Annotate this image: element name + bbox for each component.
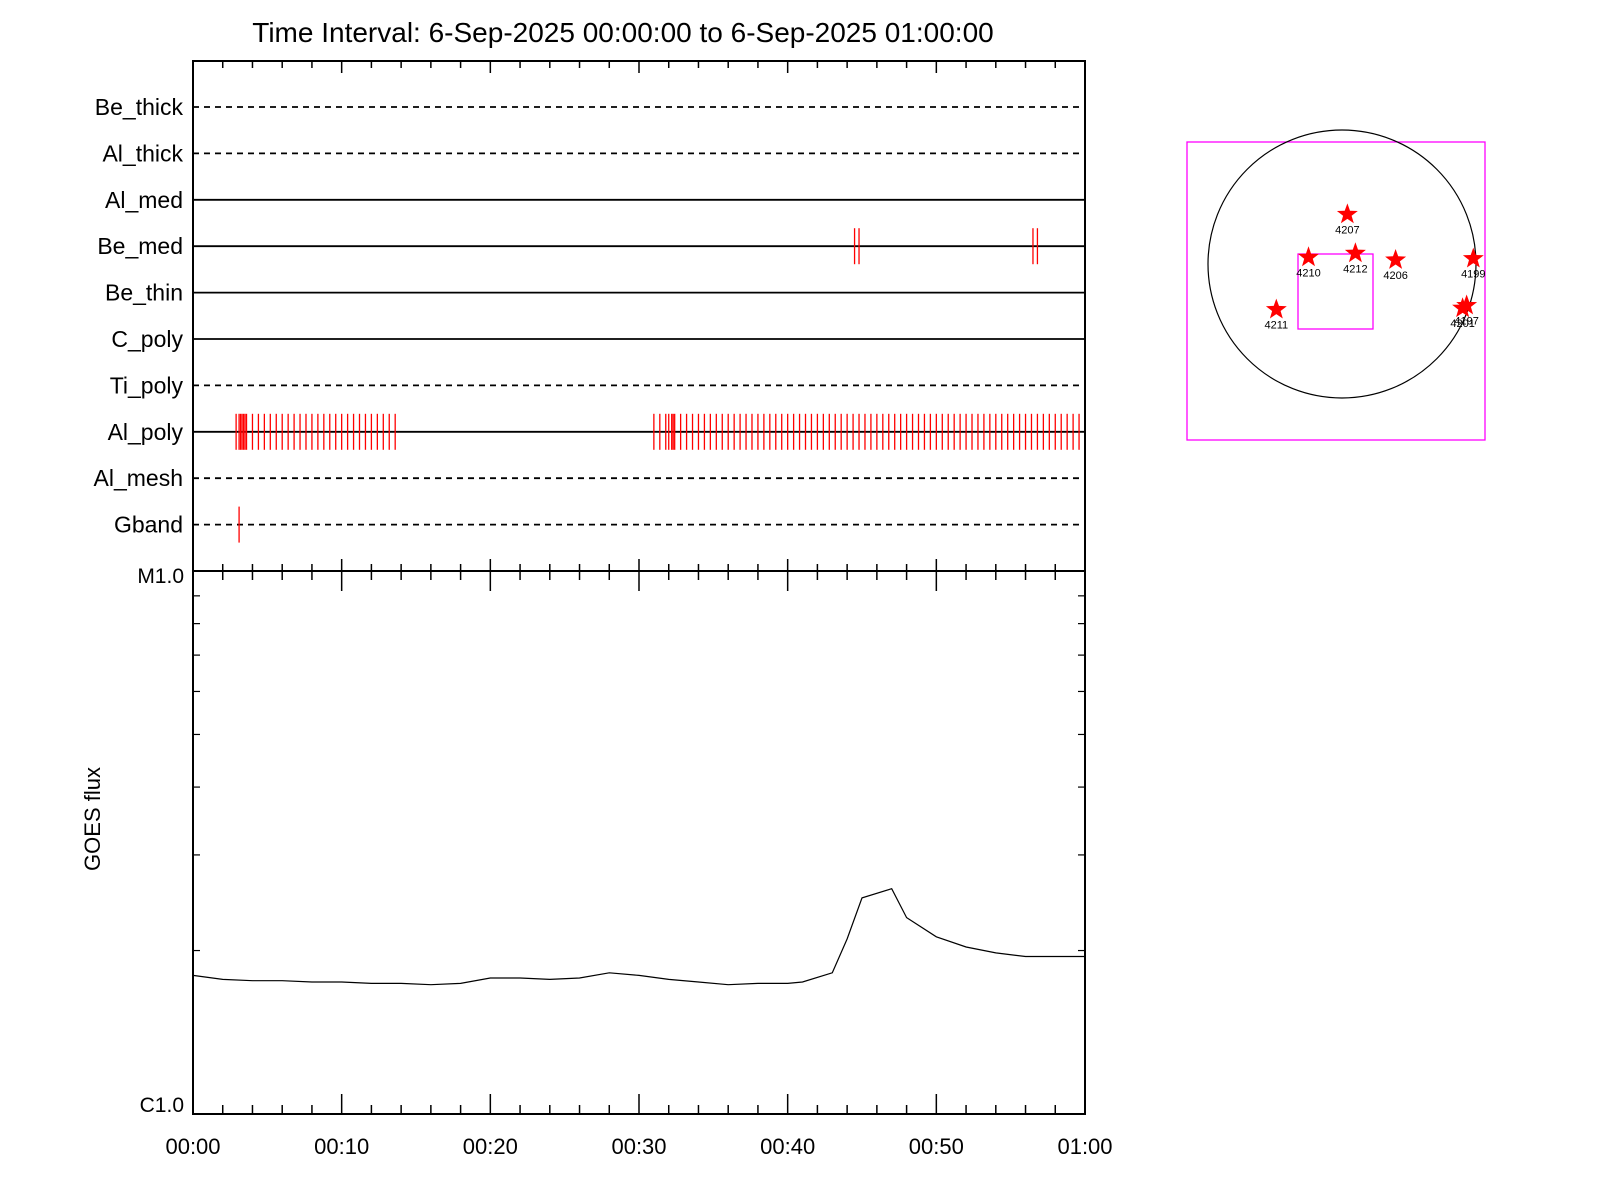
filter-label-al_thick: Al_thick <box>102 140 183 166</box>
timeline-frame <box>192 60 1086 572</box>
goes-y-axis-label: GOES flux <box>80 767 105 871</box>
filter-label-al_mesh: Al_mesh <box>94 465 183 491</box>
goes-flux-line <box>192 887 1085 986</box>
active-region-marker <box>1336 203 1358 224</box>
active-region-label: 4201 <box>1450 318 1474 330</box>
filter-label-be_thin: Be_thin <box>105 280 183 306</box>
active-region-marker <box>1456 294 1478 315</box>
time-tick-label: 00:30 <box>611 1134 666 1159</box>
active-region-marker <box>1344 242 1366 263</box>
filter-label-be_med: Be_med <box>97 233 183 259</box>
active-region-label: 4212 <box>1343 263 1367 275</box>
filter-timeline-panel: Be_thick Al_thick Al_med Be_med Be_thin C_pol… <box>94 60 1086 572</box>
active-region-marker <box>1385 249 1407 269</box>
time-tick-label: 00:40 <box>760 1134 815 1159</box>
fov-inner-box <box>1297 253 1374 330</box>
time-tick-label: 00:20 <box>463 1134 518 1159</box>
chart-title: Time Interval: 6-Sep-2025 00:00:00 to 6-… <box>252 17 993 48</box>
active-region-label: 4207 <box>1335 224 1359 236</box>
filter-label-ti_poly: Ti_poly <box>110 372 184 398</box>
goes-flux-panel: GOES flux C1.0 M1.0 00:00 00:10 00:20 00:30 00… <box>80 565 1113 1159</box>
active-region-label: 4210 <box>1296 267 1320 279</box>
solar-disk <box>1207 129 1477 399</box>
time-tick-label: 00:50 <box>909 1134 964 1159</box>
active-region-marker <box>1452 297 1474 318</box>
filter-label-be_thick: Be_thick <box>95 94 184 120</box>
active-region-marker <box>1462 247 1484 268</box>
filter-label-al_med: Al_med <box>105 187 183 213</box>
active-region-label: 4197 <box>1454 316 1478 328</box>
time-tick-label: 00:00 <box>165 1134 220 1159</box>
active-region-label: 4211 <box>1265 320 1289 332</box>
active-region-marker <box>1298 246 1319 267</box>
time-tick-label: 00:10 <box>314 1134 369 1159</box>
time-tick-label: 01:00 <box>1057 1134 1112 1159</box>
active-region-label: 4199 <box>1461 269 1485 281</box>
goes-y-tick-label: M1.0 <box>137 565 184 588</box>
active-region-marker <box>1265 298 1287 319</box>
filter-label-al_poly: Al_poly <box>108 419 184 445</box>
fov-outer-box <box>1186 141 1486 441</box>
goes-y-tick-label: C1.0 <box>140 1094 184 1117</box>
filter-label-gband: Gband <box>114 512 183 538</box>
goes-frame <box>192 570 1086 1115</box>
filter-label-c_poly: C_poly <box>111 326 183 352</box>
active-region-label: 4206 <box>1383 270 1407 282</box>
